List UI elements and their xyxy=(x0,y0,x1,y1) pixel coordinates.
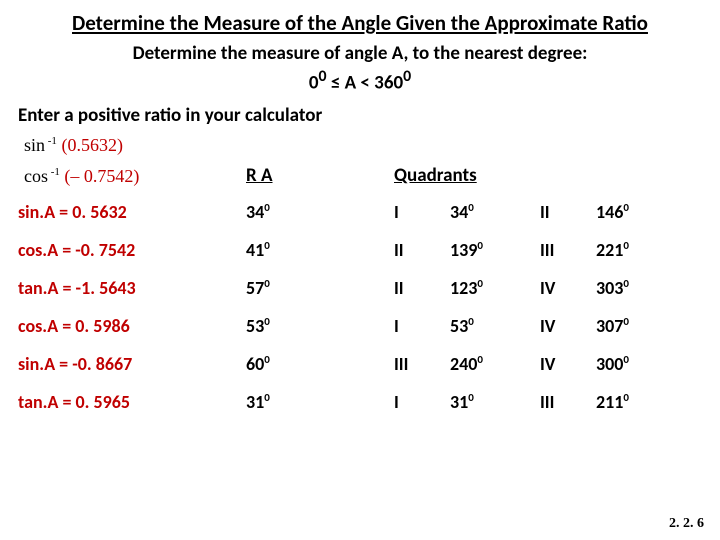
value1-cell: 1230 xyxy=(450,277,540,299)
fn-arg: 0.5632 xyxy=(67,135,117,155)
equation-cell: tan.A = -1. 5643 xyxy=(18,277,246,299)
open-paren: ( xyxy=(57,135,68,155)
quadrant2-cell: III xyxy=(540,239,596,261)
quadrant2-cell: IV xyxy=(540,315,596,337)
inverse-functions: sin -1 (0.5632) xyxy=(18,135,702,156)
quadrant2-cell: IV xyxy=(540,277,596,299)
equation-cell: cos.A = -0. 7542 xyxy=(18,239,246,261)
ra-cell: 340 xyxy=(246,201,394,223)
ra-cell: 600 xyxy=(246,353,394,375)
table-row: tan.A = 0. 5965310I310III2110 xyxy=(18,391,702,413)
quadrant1-cell: II xyxy=(394,239,450,261)
range-mid: ≤ A < 360 xyxy=(327,71,404,94)
angle-range: 00 ≤ A < 3600 xyxy=(18,67,702,94)
open-paren: ( xyxy=(60,166,71,186)
data-rows: sin.A = 0. 5632340I340II1460cos.A = -0. … xyxy=(18,201,702,413)
quadrant2-cell: IV xyxy=(540,353,596,375)
quadrant1-cell: I xyxy=(394,391,450,413)
inverse-exponent: -1 xyxy=(48,166,60,178)
degree-sup: 0 xyxy=(319,67,327,86)
subtitle: Determine the measure of angle A, to the… xyxy=(18,42,702,65)
fn-arg: – 0.7542 xyxy=(70,166,133,186)
value1-cell: 1390 xyxy=(450,239,540,261)
table-header: cos -1 (– 0.7542) R A Quadrants xyxy=(18,164,702,189)
fn-name: sin xyxy=(24,135,45,155)
header-spacer: cos -1 (– 0.7542) xyxy=(18,164,246,189)
inverse-exponent: -1 xyxy=(45,135,57,147)
page-title: Determine the Measure of the Angle Given… xyxy=(18,10,702,36)
equation-cell: sin.A = 0. 5632 xyxy=(18,201,246,223)
quadrant1-cell: I xyxy=(394,315,450,337)
value2-cell: 3030 xyxy=(596,277,686,299)
ra-cell: 570 xyxy=(246,277,394,299)
instruction-text: Enter a positive ratio in your calculato… xyxy=(18,104,702,127)
table-row: sin.A = -0. 8667600III2400IV3000 xyxy=(18,353,702,375)
close-paren: ) xyxy=(133,166,139,186)
quadrant2-cell: II xyxy=(540,201,596,223)
header-ra: R A xyxy=(246,164,394,189)
quadrant1-cell: III xyxy=(394,353,450,375)
value1-cell: 340 xyxy=(450,201,540,223)
value2-cell: 1460 xyxy=(596,201,686,223)
inverse-cos: cos -1 (– 0.7542) xyxy=(24,166,246,187)
value2-cell: 2210 xyxy=(596,239,686,261)
inverse-sin: sin -1 (0.5632) xyxy=(24,135,702,156)
equation-cell: cos.A = 0. 5986 xyxy=(18,315,246,337)
quadrant1-cell: I xyxy=(394,201,450,223)
value1-cell: 530 xyxy=(450,315,540,337)
fn-name: cos xyxy=(24,166,48,186)
value1-cell: 2400 xyxy=(450,353,540,375)
header-quadrants: Quadrants xyxy=(394,164,477,189)
table-row: cos.A = 0. 5986530I530IV3070 xyxy=(18,315,702,337)
degree-sup: 0 xyxy=(403,67,411,86)
equation-cell: tan.A = 0. 5965 xyxy=(18,391,246,413)
table-row: tan.A = -1. 5643570II1230IV3030 xyxy=(18,277,702,299)
equation-cell: sin.A = -0. 8667 xyxy=(18,353,246,375)
value2-cell: 2110 xyxy=(596,391,686,413)
value2-cell: 3000 xyxy=(596,353,686,375)
ra-cell: 410 xyxy=(246,239,394,261)
quadrant2-cell: III xyxy=(540,391,596,413)
ra-cell: 310 xyxy=(246,391,394,413)
table-row: cos.A = -0. 7542410II1390III2210 xyxy=(18,239,702,261)
value2-cell: 3070 xyxy=(596,315,686,337)
table-row: sin.A = 0. 5632340I340II1460 xyxy=(18,201,702,223)
value1-cell: 310 xyxy=(450,391,540,413)
ra-cell: 530 xyxy=(246,315,394,337)
close-paren: ) xyxy=(117,135,123,155)
page-number: 2. 2. 6 xyxy=(669,516,704,532)
range-prefix: 0 xyxy=(309,71,319,94)
quadrant1-cell: II xyxy=(394,277,450,299)
